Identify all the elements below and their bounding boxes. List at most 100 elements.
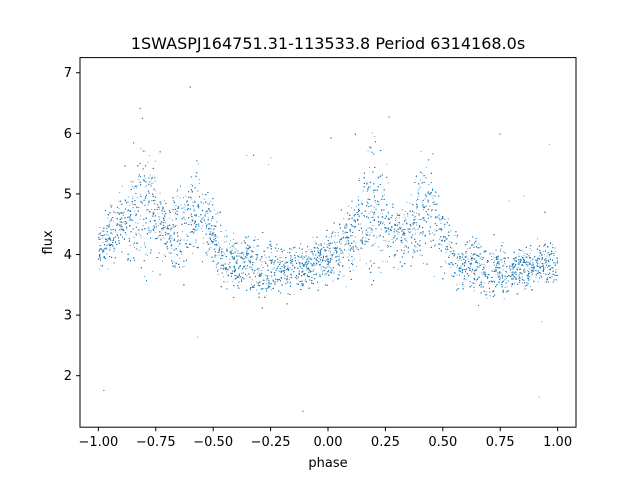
data-point [555, 251, 557, 252]
data-point [475, 268, 477, 270]
data-point [465, 255, 467, 257]
data-point [271, 259, 273, 261]
data-point [146, 185, 148, 187]
data-point [413, 211, 415, 213]
data-point [315, 273, 317, 275]
data-point [511, 285, 512, 287]
data-point [157, 237, 159, 238]
data-point [471, 253, 472, 254]
data-point [161, 260, 163, 262]
data-point [506, 286, 508, 288]
data-point [233, 232, 235, 234]
data-point [538, 255, 540, 257]
data-point [209, 227, 211, 229]
data-point [171, 237, 173, 239]
data-point [354, 236, 356, 238]
data-point [374, 201, 376, 203]
data-point [556, 279, 558, 281]
data-point [548, 143, 550, 145]
data-point [450, 266, 452, 268]
data-point [243, 254, 245, 256]
data-point [152, 182, 154, 184]
data-point [310, 262, 312, 264]
data-point [140, 236, 142, 238]
data-point [328, 237, 330, 238]
data-point [319, 254, 321, 256]
data-point [326, 264, 328, 265]
data-point [157, 204, 159, 205]
data-point [284, 267, 286, 269]
data-point [517, 293, 519, 295]
data-point [176, 224, 178, 226]
data-point [197, 228, 199, 230]
data-point [386, 261, 388, 263]
data-point [432, 232, 434, 234]
data-point [204, 213, 206, 215]
data-point [99, 227, 101, 228]
data-point [153, 211, 155, 213]
data-point [378, 236, 380, 238]
data-point [422, 232, 424, 234]
data-point [240, 256, 242, 258]
data-point [214, 235, 216, 237]
data-point [198, 206, 200, 208]
data-point [202, 237, 204, 239]
data-point [478, 266, 480, 268]
data-point [198, 216, 200, 217]
data-point [290, 257, 291, 259]
data-point [444, 241, 446, 242]
data-point [287, 270, 289, 272]
data-point [383, 239, 385, 241]
data-point [484, 272, 486, 274]
data-point [256, 281, 257, 283]
data-point [185, 205, 187, 207]
data-point [356, 266, 357, 267]
data-point [210, 201, 212, 203]
data-point [163, 199, 165, 201]
data-point [406, 241, 408, 243]
data-point [470, 265, 472, 267]
data-point [158, 235, 160, 237]
data-point [226, 271, 228, 273]
data-point [351, 242, 353, 244]
data-point [504, 276, 506, 278]
data-point [408, 231, 409, 233]
data-point [146, 254, 148, 256]
data-point [109, 247, 111, 249]
data-point [213, 234, 215, 236]
data-point [366, 263, 367, 265]
data-point [251, 283, 252, 285]
data-point [274, 260, 276, 262]
data-point [243, 272, 244, 274]
data-point [487, 283, 489, 285]
data-point [360, 223, 362, 225]
data-point [386, 163, 388, 165]
data-point [371, 132, 373, 134]
data-point [196, 336, 198, 338]
data-point [113, 237, 115, 239]
data-point [180, 238, 182, 240]
data-point [369, 227, 371, 228]
data-point [377, 176, 379, 178]
data-point [308, 256, 310, 258]
data-point [122, 230, 124, 232]
data-point [489, 295, 491, 297]
data-point [418, 188, 420, 190]
data-point [347, 256, 349, 258]
data-point [404, 217, 406, 219]
data-point [237, 259, 238, 261]
data-point [134, 210, 136, 212]
data-point [385, 240, 386, 242]
data-point [445, 251, 447, 253]
data-point [427, 191, 429, 192]
data-point [462, 282, 464, 284]
data-point [152, 270, 154, 272]
data-point [327, 259, 329, 261]
data-point [508, 274, 509, 276]
data-point [140, 148, 142, 149]
data-point [288, 269, 290, 271]
data-point [543, 251, 544, 253]
data-point [110, 240, 112, 241]
data-point [376, 203, 378, 205]
data-point [148, 227, 150, 229]
